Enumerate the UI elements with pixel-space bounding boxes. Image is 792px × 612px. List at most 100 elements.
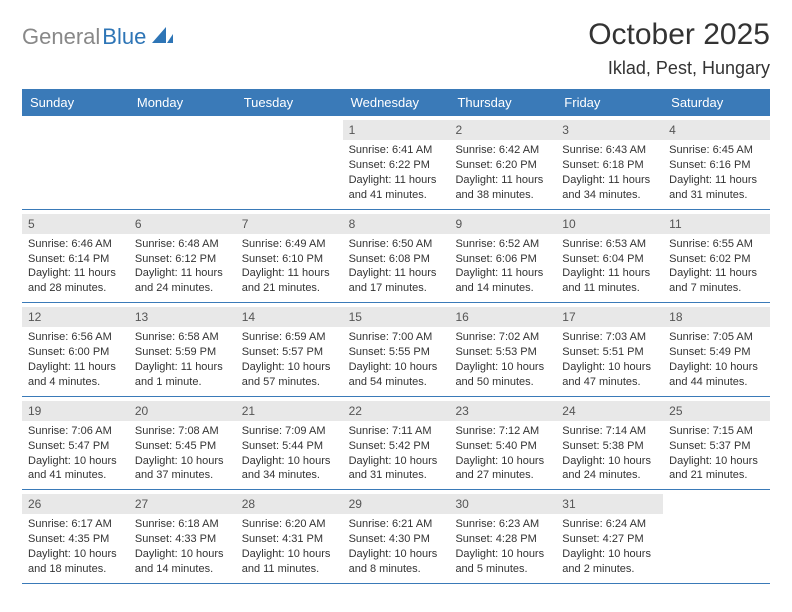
sunrise-text: Sunrise: 6:48 AM (135, 237, 230, 252)
sunset-text: Sunset: 6:14 PM (28, 252, 123, 267)
month-title: October 2025 (588, 18, 770, 52)
sunrise-text: Sunrise: 7:05 AM (669, 330, 764, 345)
day-cell: 2Sunrise: 6:42 AMSunset: 6:20 PMDaylight… (449, 116, 556, 209)
sunrise-text: Sunrise: 6:45 AM (669, 143, 764, 158)
day-number: 3 (556, 120, 663, 140)
day-cell: 15Sunrise: 7:00 AMSunset: 5:55 PMDayligh… (343, 303, 450, 396)
sunrise-text: Sunrise: 6:21 AM (349, 517, 444, 532)
sunset-text: Sunset: 6:16 PM (669, 158, 764, 173)
day-cell (236, 116, 343, 209)
calendar-page: General Blue October 2025 Iklad, Pest, H… (0, 0, 792, 602)
day-cell (129, 116, 236, 209)
day-cell: 30Sunrise: 6:23 AMSunset: 4:28 PMDayligh… (449, 490, 556, 583)
day-number: 26 (22, 494, 129, 514)
week-row: 5Sunrise: 6:46 AMSunset: 6:14 PMDaylight… (22, 210, 770, 304)
daylight-text: Daylight: 10 hours and 41 minutes. (28, 454, 123, 484)
sunset-text: Sunset: 5:38 PM (562, 439, 657, 454)
sunset-text: Sunset: 5:45 PM (135, 439, 230, 454)
day-number: 6 (129, 214, 236, 234)
day-cell: 28Sunrise: 6:20 AMSunset: 4:31 PMDayligh… (236, 490, 343, 583)
sunrise-text: Sunrise: 7:03 AM (562, 330, 657, 345)
location: Iklad, Pest, Hungary (588, 58, 770, 79)
sunrise-text: Sunrise: 6:42 AM (455, 143, 550, 158)
daylight-text: Daylight: 11 hours and 21 minutes. (242, 266, 337, 296)
daylight-text: Daylight: 10 hours and 57 minutes. (242, 360, 337, 390)
day-cell: 16Sunrise: 7:02 AMSunset: 5:53 PMDayligh… (449, 303, 556, 396)
sunrise-text: Sunrise: 6:17 AM (28, 517, 123, 532)
daylight-text: Daylight: 11 hours and 24 minutes. (135, 266, 230, 296)
day-cell: 19Sunrise: 7:06 AMSunset: 5:47 PMDayligh… (22, 397, 129, 490)
day-header: Monday (129, 89, 236, 116)
sunrise-text: Sunrise: 7:09 AM (242, 424, 337, 439)
day-cell: 5Sunrise: 6:46 AMSunset: 6:14 PMDaylight… (22, 210, 129, 303)
day-number: 9 (449, 214, 556, 234)
week-row: 1Sunrise: 6:41 AMSunset: 6:22 PMDaylight… (22, 116, 770, 210)
day-cell: 29Sunrise: 6:21 AMSunset: 4:30 PMDayligh… (343, 490, 450, 583)
daylight-text: Daylight: 11 hours and 28 minutes. (28, 266, 123, 296)
day-cell: 27Sunrise: 6:18 AMSunset: 4:33 PMDayligh… (129, 490, 236, 583)
sunset-text: Sunset: 4:28 PM (455, 532, 550, 547)
sunset-text: Sunset: 5:40 PM (455, 439, 550, 454)
sunrise-text: Sunrise: 6:43 AM (562, 143, 657, 158)
sunrise-text: Sunrise: 7:12 AM (455, 424, 550, 439)
day-number: 31 (556, 494, 663, 514)
sunrise-text: Sunrise: 7:08 AM (135, 424, 230, 439)
logo: General Blue (22, 18, 174, 50)
daylight-text: Daylight: 11 hours and 14 minutes. (455, 266, 550, 296)
sunrise-text: Sunrise: 6:53 AM (562, 237, 657, 252)
day-number: 24 (556, 401, 663, 421)
sunset-text: Sunset: 6:18 PM (562, 158, 657, 173)
day-cell: 13Sunrise: 6:58 AMSunset: 5:59 PMDayligh… (129, 303, 236, 396)
sunset-text: Sunset: 5:55 PM (349, 345, 444, 360)
sunset-text: Sunset: 6:08 PM (349, 252, 444, 267)
week-row: 12Sunrise: 6:56 AMSunset: 6:00 PMDayligh… (22, 303, 770, 397)
daylight-text: Daylight: 10 hours and 5 minutes. (455, 547, 550, 577)
day-cell: 26 Sunrise: 6:17 AMSunset: 4:35 PMDayligh… (22, 490, 129, 583)
sunset-text: Sunset: 4:35 PM (28, 532, 123, 547)
sunrise-text: Sunrise: 6:46 AM (28, 237, 123, 252)
day-number: 27 (129, 494, 236, 514)
daylight-text: Daylight: 10 hours and 50 minutes. (455, 360, 550, 390)
day-cell (663, 490, 770, 583)
day-cell: 11 Sunrise: 6:55 AMSunset: 6:02 PMDayligh… (663, 210, 770, 303)
sunset-text: Sunset: 6:10 PM (242, 252, 337, 267)
sunrise-text: Sunrise: 6:49 AM (242, 237, 337, 252)
day-cell: 12Sunrise: 6:56 AMSunset: 6:00 PMDayligh… (22, 303, 129, 396)
day-number: 4 (663, 120, 770, 140)
day-cell: 10Sunrise: 6:53 AMSunset: 6:04 PMDayligh… (556, 210, 663, 303)
daylight-text: Daylight: 11 hours and 41 minutes. (349, 173, 444, 203)
day-number: 1 (343, 120, 450, 140)
daylight-text: Daylight: 10 hours and 34 minutes. (242, 454, 337, 484)
day-number: 11 (663, 214, 770, 234)
sunset-text: Sunset: 6:02 PM (669, 252, 764, 267)
sunrise-text: Sunrise: 6:55 AM (669, 237, 764, 252)
logo-text-gray: General (22, 24, 100, 50)
day-cell: 22Sunrise: 7:11 AMSunset: 5:42 PMDayligh… (343, 397, 450, 490)
sunset-text: Sunset: 4:27 PM (562, 532, 657, 547)
title-block: October 2025 Iklad, Pest, Hungary (588, 18, 770, 79)
day-number: 28 (236, 494, 343, 514)
sunrise-text: Sunrise: 6:50 AM (349, 237, 444, 252)
daylight-text: Daylight: 11 hours and 38 minutes. (455, 173, 550, 203)
sunrise-text: Sunrise: 7:06 AM (28, 424, 123, 439)
sunrise-text: Sunrise: 7:00 AM (349, 330, 444, 345)
day-number: 14 (236, 307, 343, 327)
sunset-text: Sunset: 5:49 PM (669, 345, 764, 360)
week-row: 19Sunrise: 7:06 AMSunset: 5:47 PMDayligh… (22, 397, 770, 491)
sunset-text: Sunset: 5:51 PM (562, 345, 657, 360)
daylight-text: Daylight: 11 hours and 1 minute. (135, 360, 230, 390)
daylight-text: Daylight: 10 hours and 18 minutes. (28, 547, 123, 577)
day-cell: 31Sunrise: 6:24 AMSunset: 4:27 PMDayligh… (556, 490, 663, 583)
weeks-container: 1Sunrise: 6:41 AMSunset: 6:22 PMDaylight… (22, 116, 770, 584)
day-number: 29 (343, 494, 450, 514)
daylight-text: Daylight: 10 hours and 2 minutes. (562, 547, 657, 577)
sunrise-text: Sunrise: 7:14 AM (562, 424, 657, 439)
daylight-text: Daylight: 11 hours and 11 minutes. (562, 266, 657, 296)
logo-text-blue: Blue (102, 24, 146, 50)
day-cell: 14Sunrise: 6:59 AMSunset: 5:57 PMDayligh… (236, 303, 343, 396)
sunrise-text: Sunrise: 6:56 AM (28, 330, 123, 345)
logo-sail-icon (152, 25, 174, 50)
day-cell: 6Sunrise: 6:48 AMSunset: 6:12 PMDaylight… (129, 210, 236, 303)
day-cell: 17Sunrise: 7:03 AMSunset: 5:51 PMDayligh… (556, 303, 663, 396)
daylight-text: Daylight: 11 hours and 7 minutes. (669, 266, 764, 296)
